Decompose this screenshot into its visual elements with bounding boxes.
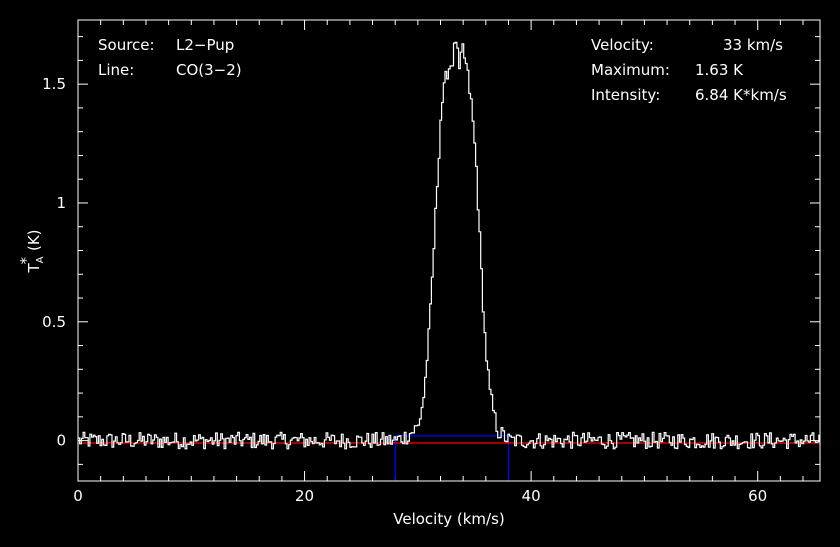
y-tick-label: 0.5 [42, 313, 66, 331]
y-tick-labels: 0 0.5 1 1.5 [42, 75, 66, 449]
y-tick-label: 1 [56, 194, 66, 212]
integration-window [394, 435, 510, 481]
x-axis-label: Velocity (km/s) [393, 510, 504, 528]
x-tick-labels: 0 20 40 60 [73, 487, 767, 505]
x-tick-label: 40 [522, 487, 541, 505]
y-tick-label: 1.5 [42, 75, 66, 93]
y-axis-label: TA* (K) [17, 229, 46, 273]
y-axis-label-sup: * [17, 257, 35, 265]
annotation-right-label: Intensity: [591, 86, 660, 104]
y-axis-label-unit: (K) [25, 229, 43, 251]
y-axis-label-main: T [25, 263, 43, 274]
annotations-left: Source: L2−Pup Line: CO(3−2) [98, 36, 242, 79]
annotation-right-label: Velocity: [591, 36, 654, 54]
annotation-right-value: 1.63 K [695, 61, 744, 79]
annotation-right-label: Maximum: [591, 61, 670, 79]
x-tick-label: 60 [748, 487, 767, 505]
series-layer [78, 41, 820, 450]
annotations-right: Velocity: 33 km/s Maximum: 1.63 K Intensity:… [591, 36, 787, 104]
x-tick-label: 0 [73, 487, 83, 505]
x-tick-label: 20 [295, 487, 314, 505]
y-axis-label-sub: A [35, 256, 46, 263]
annotation-right-value: 33 km/s [723, 36, 783, 54]
integration-window-box [394, 435, 510, 481]
svg-text:TA*(K): TA* (K) [17, 229, 46, 273]
annotation-right-value: 6.84 K*km/s [695, 86, 787, 104]
spectrum-line [78, 41, 820, 450]
annotation-left-label: Line: [98, 61, 134, 79]
annotation-left-value: CO(3−2) [176, 61, 242, 79]
y-tick-label: 0 [56, 432, 66, 450]
annotation-left-label: Source: [98, 36, 155, 54]
annotation-left-value: L2−Pup [176, 36, 234, 54]
plot-frame [77, 19, 821, 482]
